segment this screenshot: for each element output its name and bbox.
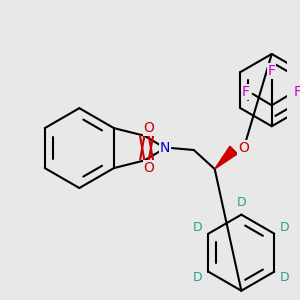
Polygon shape bbox=[215, 146, 238, 169]
Text: D: D bbox=[280, 272, 290, 284]
Text: F: F bbox=[242, 85, 250, 99]
Text: N: N bbox=[160, 141, 170, 155]
Text: F: F bbox=[268, 64, 276, 78]
Text: O: O bbox=[238, 141, 249, 155]
Text: O: O bbox=[144, 161, 154, 175]
Text: F: F bbox=[293, 85, 300, 99]
Text: O: O bbox=[144, 121, 154, 135]
Text: D: D bbox=[193, 272, 202, 284]
Text: D: D bbox=[280, 221, 290, 234]
Text: D: D bbox=[193, 221, 202, 234]
Text: D: D bbox=[236, 196, 246, 209]
